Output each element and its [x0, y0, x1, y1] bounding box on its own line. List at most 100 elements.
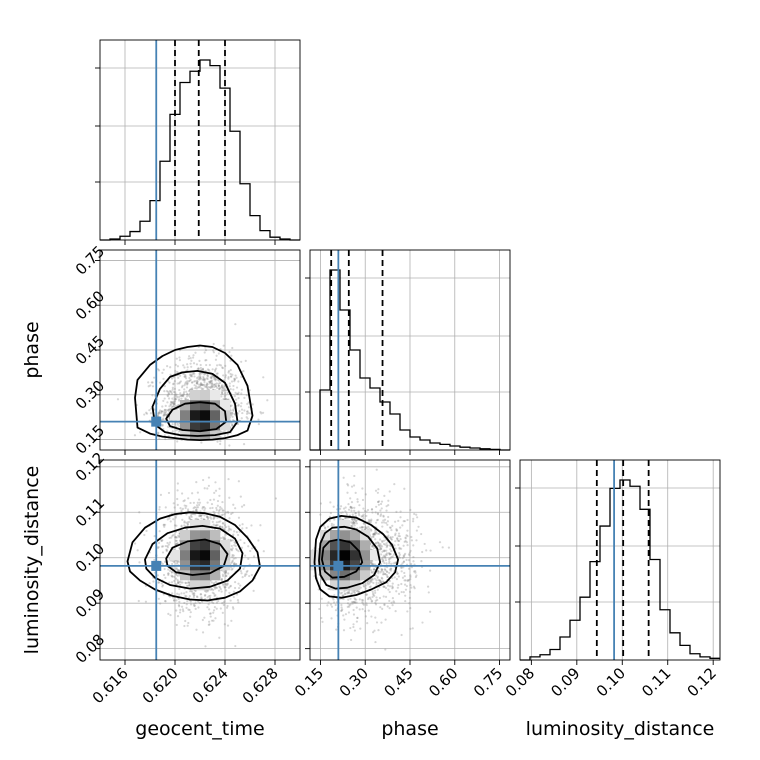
sample-point	[242, 369, 245, 373]
sample-point	[161, 538, 164, 542]
sample-point	[369, 561, 373, 564]
sample-point	[327, 601, 330, 604]
sample-point	[377, 542, 380, 545]
sample-point	[383, 603, 386, 607]
sample-point	[220, 395, 223, 398]
sample-point	[380, 568, 383, 571]
sample-point	[161, 584, 165, 587]
sample-point	[190, 512, 193, 516]
sample-point	[158, 411, 161, 414]
sample-point	[387, 552, 390, 555]
sample-point	[159, 493, 163, 496]
sample-point	[206, 387, 209, 390]
sample-point	[242, 567, 245, 570]
sample-point	[178, 611, 182, 614]
sample-point	[384, 556, 387, 560]
sample-point	[372, 568, 376, 571]
sample-point	[204, 359, 207, 362]
sample-point	[399, 510, 402, 513]
sample-point	[145, 529, 148, 532]
sample-point	[215, 601, 219, 604]
sample-point	[187, 380, 191, 383]
sample-point	[355, 520, 358, 523]
sample-point	[235, 398, 238, 401]
sample-point	[163, 397, 166, 400]
contour-inner	[165, 401, 228, 433]
sample-point	[347, 591, 350, 595]
sample-point	[193, 594, 196, 597]
sample-point	[219, 364, 223, 367]
sample-point	[203, 616, 206, 619]
sample-point	[144, 600, 148, 603]
density-cell	[200, 520, 211, 531]
sample-point	[250, 547, 254, 550]
sample-point	[357, 590, 360, 594]
sample-point	[175, 567, 178, 570]
sample-point	[189, 362, 192, 365]
sample-point	[367, 583, 370, 586]
x-tick-label: 0.620	[139, 664, 182, 707]
sample-point	[402, 554, 405, 558]
sample-point	[251, 403, 254, 406]
sample-point	[198, 376, 202, 379]
sample-point	[383, 550, 386, 553]
sample-point	[403, 583, 407, 586]
sample-point	[214, 367, 218, 370]
sample-point	[221, 392, 224, 395]
sample-point	[193, 592, 196, 595]
sample-point	[200, 383, 203, 386]
density-cell	[180, 420, 191, 431]
sample-point	[157, 597, 160, 600]
sample-point	[187, 497, 190, 500]
sample-point	[208, 382, 212, 385]
sample-point	[200, 441, 203, 444]
sample-point	[221, 392, 224, 395]
sample-point	[152, 580, 155, 583]
sample-point	[194, 607, 197, 610]
sample-point	[343, 592, 347, 595]
sample-point	[217, 384, 220, 387]
sample-point	[235, 376, 238, 379]
sample-point	[188, 515, 191, 519]
sample-point	[198, 372, 201, 375]
sample-point	[207, 386, 210, 389]
sample-point	[184, 397, 187, 400]
sample-point	[217, 352, 220, 355]
sample-point	[249, 549, 252, 553]
sample-point	[186, 366, 189, 369]
sample-point	[403, 520, 407, 523]
sample-point	[376, 541, 379, 544]
sample-point	[365, 602, 368, 605]
sample-point	[185, 504, 188, 508]
sample-point	[406, 610, 409, 613]
sample-point	[358, 504, 361, 507]
sample-point	[218, 586, 222, 589]
sample-point	[365, 603, 368, 607]
sample-point	[404, 540, 407, 543]
sample-point	[163, 389, 166, 393]
sample-point	[206, 374, 209, 377]
sample-point	[403, 579, 406, 582]
sample-point	[395, 529, 399, 532]
sample-point	[406, 529, 409, 532]
sample-point	[231, 555, 234, 558]
sample-point	[320, 597, 323, 600]
sample-point	[205, 382, 209, 385]
sample-point	[196, 380, 199, 383]
sample-point	[195, 381, 199, 384]
sample-point	[241, 527, 244, 530]
sample-point	[376, 588, 379, 591]
density-cell	[190, 550, 201, 561]
density-cell	[190, 410, 201, 421]
sample-point	[201, 513, 204, 516]
sample-point	[188, 376, 191, 380]
sample-point	[247, 406, 251, 409]
sample-point	[403, 575, 406, 578]
sample-point	[247, 401, 250, 404]
sample-point	[332, 598, 335, 601]
sample-point	[229, 599, 232, 602]
sample-point	[394, 532, 397, 535]
sample-point	[234, 544, 237, 548]
sample-point	[172, 383, 175, 386]
sample-point	[389, 536, 392, 539]
